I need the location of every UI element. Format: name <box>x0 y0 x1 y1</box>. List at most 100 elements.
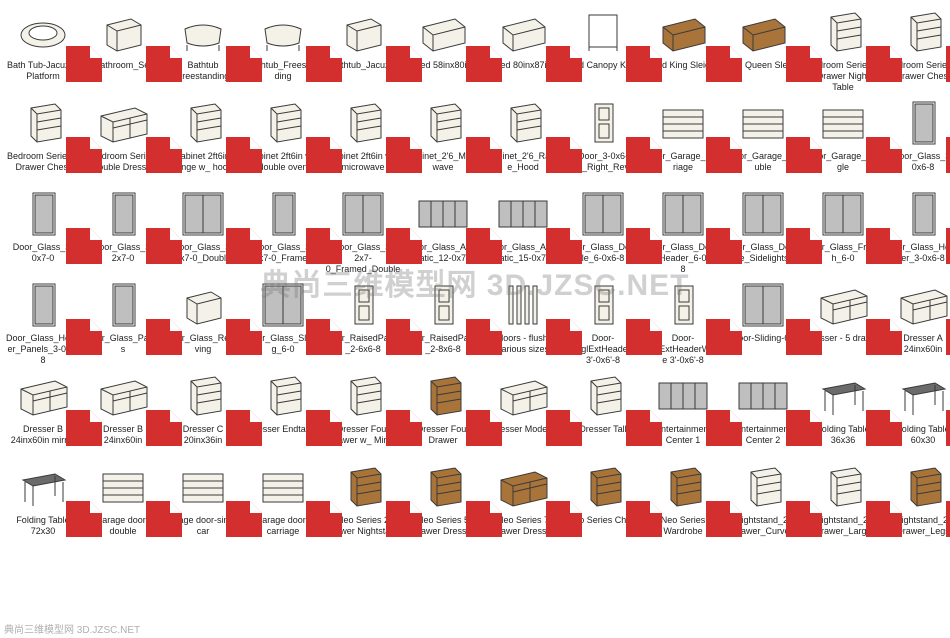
file-thumbnail <box>92 368 154 422</box>
skp-badge-icon <box>216 131 232 147</box>
file-thumbnail <box>492 368 554 422</box>
skp-badge-icon <box>456 313 472 329</box>
file-item[interactable]: Dresser B 24inx60in mirror <box>4 368 82 457</box>
file-thumbnail <box>732 459 794 513</box>
file-thumbnail <box>92 4 154 58</box>
file-thumbnail <box>12 277 74 331</box>
file-thumbnail <box>252 95 314 149</box>
skp-badge-icon <box>136 131 152 147</box>
file-item[interactable]: Bath Tub-Jacuzzi-Platform <box>4 4 82 93</box>
file-thumbnail <box>172 4 234 58</box>
file-thumbnail <box>812 186 874 240</box>
skp-badge-icon <box>376 222 392 238</box>
skp-badge-icon <box>776 222 792 238</box>
skp-badge-icon <box>776 313 792 329</box>
skp-badge-icon <box>56 313 72 329</box>
skp-badge-icon <box>136 495 152 511</box>
skp-badge-icon <box>376 131 392 147</box>
skp-badge-icon <box>616 131 632 147</box>
skp-badge-icon <box>296 222 312 238</box>
file-thumbnail <box>492 459 554 513</box>
skp-badge-icon <box>56 222 72 238</box>
file-thumbnail <box>572 95 634 149</box>
file-thumbnail <box>572 277 634 331</box>
file-item[interactable]: Door_Glass_Header_Panels_3-0x6-8 <box>4 277 82 366</box>
skp-badge-icon <box>536 313 552 329</box>
skp-badge-icon <box>376 313 392 329</box>
file-thumbnail <box>12 459 74 513</box>
skp-badge-icon <box>616 495 632 511</box>
file-thumbnail <box>332 277 394 331</box>
file-thumbnail <box>92 459 154 513</box>
skp-badge-icon <box>776 404 792 420</box>
file-thumbnail <box>572 4 634 58</box>
skp-badge-icon <box>616 404 632 420</box>
file-thumbnail <box>412 4 474 58</box>
file-item[interactable]: Bedroom Series 7 Drawer Chest <box>4 95 82 184</box>
skp-badge-icon <box>616 313 632 329</box>
skp-badge-icon <box>456 40 472 56</box>
file-thumbnail <box>652 368 714 422</box>
file-thumbnail <box>412 368 474 422</box>
file-item[interactable]: Folding Table 72x30 <box>4 459 82 548</box>
skp-badge-icon <box>56 131 72 147</box>
skp-badge-icon <box>456 404 472 420</box>
file-thumbnail <box>172 186 234 240</box>
file-thumbnail <box>732 4 794 58</box>
file-thumbnail <box>332 459 394 513</box>
file-thumbnail <box>252 186 314 240</box>
file-thumbnail <box>92 186 154 240</box>
file-thumbnail <box>892 4 950 58</box>
file-thumbnail <box>652 4 714 58</box>
skp-badge-icon <box>456 495 472 511</box>
skp-badge-icon <box>296 404 312 420</box>
skp-badge-icon <box>296 131 312 147</box>
file-thumbnail <box>572 368 634 422</box>
file-thumbnail <box>172 277 234 331</box>
file-thumbnail <box>652 186 714 240</box>
file-thumbnail <box>12 95 74 149</box>
file-thumbnail <box>572 186 634 240</box>
file-thumbnail <box>492 4 554 58</box>
skp-badge-icon <box>376 404 392 420</box>
file-thumbnail <box>332 4 394 58</box>
file-thumbnail <box>12 4 74 58</box>
file-thumbnail <box>12 186 74 240</box>
skp-badge-icon <box>856 40 872 56</box>
file-thumbnail <box>252 277 314 331</box>
skp-badge-icon <box>136 404 152 420</box>
file-thumbnail <box>652 95 714 149</box>
file-thumbnail <box>812 459 874 513</box>
file-thumbnail <box>812 4 874 58</box>
skp-badge-icon <box>536 131 552 147</box>
file-item[interactable]: Door_Glass_3-0x7-0 <box>4 186 82 275</box>
skp-badge-icon <box>456 131 472 147</box>
file-thumbnail <box>92 95 154 149</box>
file-thumbnail <box>812 277 874 331</box>
file-thumbnail <box>172 368 234 422</box>
file-thumbnail <box>732 186 794 240</box>
skp-badge-icon <box>936 495 950 511</box>
skp-badge-icon <box>856 495 872 511</box>
skp-badge-icon <box>776 40 792 56</box>
file-thumbnail <box>12 368 74 422</box>
file-thumbnail <box>652 277 714 331</box>
skp-badge-icon <box>616 40 632 56</box>
skp-badge-icon <box>56 404 72 420</box>
skp-badge-icon <box>216 313 232 329</box>
file-thumbnail <box>892 368 950 422</box>
file-thumbnail <box>412 277 474 331</box>
file-thumbnail <box>892 459 950 513</box>
skp-badge-icon <box>856 222 872 238</box>
skp-badge-icon <box>856 313 872 329</box>
skp-badge-icon <box>536 495 552 511</box>
skp-badge-icon <box>936 222 950 238</box>
skp-badge-icon <box>696 222 712 238</box>
skp-badge-icon <box>936 131 950 147</box>
file-thumbnail <box>252 368 314 422</box>
file-thumbnail <box>732 277 794 331</box>
skp-badge-icon <box>696 404 712 420</box>
skp-badge-icon <box>56 40 72 56</box>
skp-badge-icon <box>296 313 312 329</box>
skp-badge-icon <box>136 313 152 329</box>
